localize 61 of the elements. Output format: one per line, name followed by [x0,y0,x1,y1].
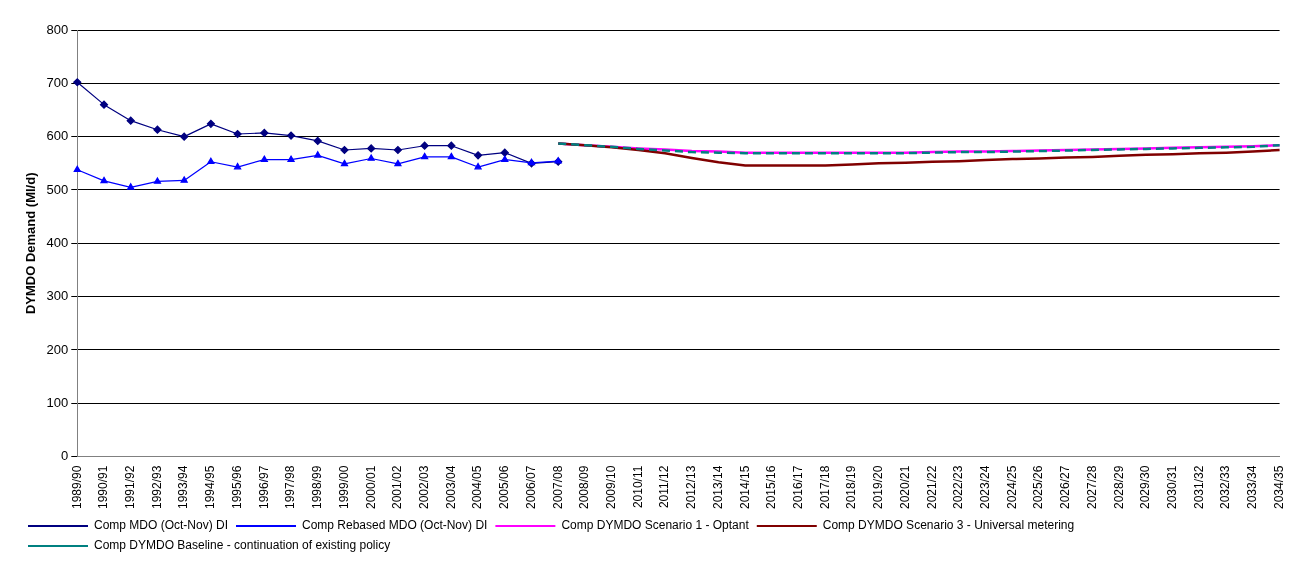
x-tick-label: 2014/15 [737,465,752,510]
y-tick-label: 400 [46,234,69,250]
x-tick-label: 1989/90 [69,465,84,510]
x-tick-label: 2007/08 [550,465,565,510]
x-tick-label: 1992/93 [149,465,164,510]
x-tick-label: 1993/94 [176,465,191,510]
x-tick-label: 2023/24 [978,465,993,510]
x-tick-label: 1996/97 [256,465,271,510]
x-tick-label: 1990/91 [96,465,111,510]
x-tick-label: 2008/09 [577,465,592,510]
y-tick-label: 200 [46,341,69,357]
y-tick-label: 800 [46,21,69,37]
y-tick-label: 100 [46,394,69,410]
y-tick-label: 300 [46,288,69,304]
x-tick-label: 2026/27 [1058,465,1073,510]
x-tick-label: 2003/04 [443,465,458,510]
y-tick-label: 500 [46,181,69,197]
x-tick-label: 2013/14 [710,465,725,510]
x-tick-label: 2034/35 [1271,465,1286,510]
x-tick-label: 2029/30 [1138,465,1153,510]
legend-label: Comp DYMDO Scenario 1 - Optant [561,518,750,533]
x-tick-label: 2018/19 [844,465,859,510]
x-tick-label: 2022/23 [951,465,966,510]
x-tick-label: 1994/95 [203,465,218,510]
y-tick-label: 0 [61,448,69,464]
x-tick-label: 1997/98 [283,465,298,510]
x-tick-label: 2016/17 [790,465,805,510]
x-tick-label: 1991/92 [123,465,138,510]
x-tick-label: 2019/20 [871,465,886,510]
legend-label: Comp MDO (Oct-Nov) DI [94,518,229,533]
x-tick-label: 2021/22 [924,465,939,510]
x-tick-label: 2031/32 [1191,465,1206,510]
x-tick-label: 2017/18 [817,465,832,510]
x-tick-label: 2010/11 [630,465,645,509]
legend-label: Comp DYMDO Baseline - continuation of existing policy [94,538,391,553]
x-tick-label: 2005/06 [497,465,512,510]
x-tick-label: 2012/13 [684,465,699,510]
x-tick-label: 2032/33 [1218,465,1233,510]
x-tick-label: 1998/99 [310,465,325,510]
x-tick-label: 2009/10 [603,465,618,510]
y-axis-title: DYMDO Demand (Ml/d) [23,172,39,315]
y-tick-label: 600 [46,128,69,144]
x-tick-label: 2024/25 [1004,465,1019,510]
x-tick-label: 2006/07 [523,465,538,510]
x-tick-label: 2033/34 [1245,465,1260,510]
x-tick-label: 2001/02 [390,465,405,510]
x-tick-label: 2015/16 [764,465,779,510]
x-tick-label: 2011/12 [657,465,672,509]
x-tick-label: 2028/29 [1111,465,1126,510]
x-tick-label: 2000/01 [363,465,378,510]
x-tick-label: 2004/05 [470,465,485,510]
legend-label: Comp DYMDO Scenario 3 - Universal metering [822,518,1075,533]
x-tick-label: 2025/26 [1031,465,1046,510]
x-tick-label: 1999/00 [336,465,351,510]
x-tick-label: 2020/21 [897,465,912,510]
y-tick-label: 700 [46,74,69,90]
x-tick-label: 2002/03 [416,465,431,510]
legend-label: Comp Rebased MDO (Oct-Nov) DI [302,518,488,533]
x-tick-label: 2027/28 [1084,465,1099,510]
x-tick-label: 1995/96 [229,465,244,510]
x-tick-label: 2030/31 [1165,465,1180,510]
